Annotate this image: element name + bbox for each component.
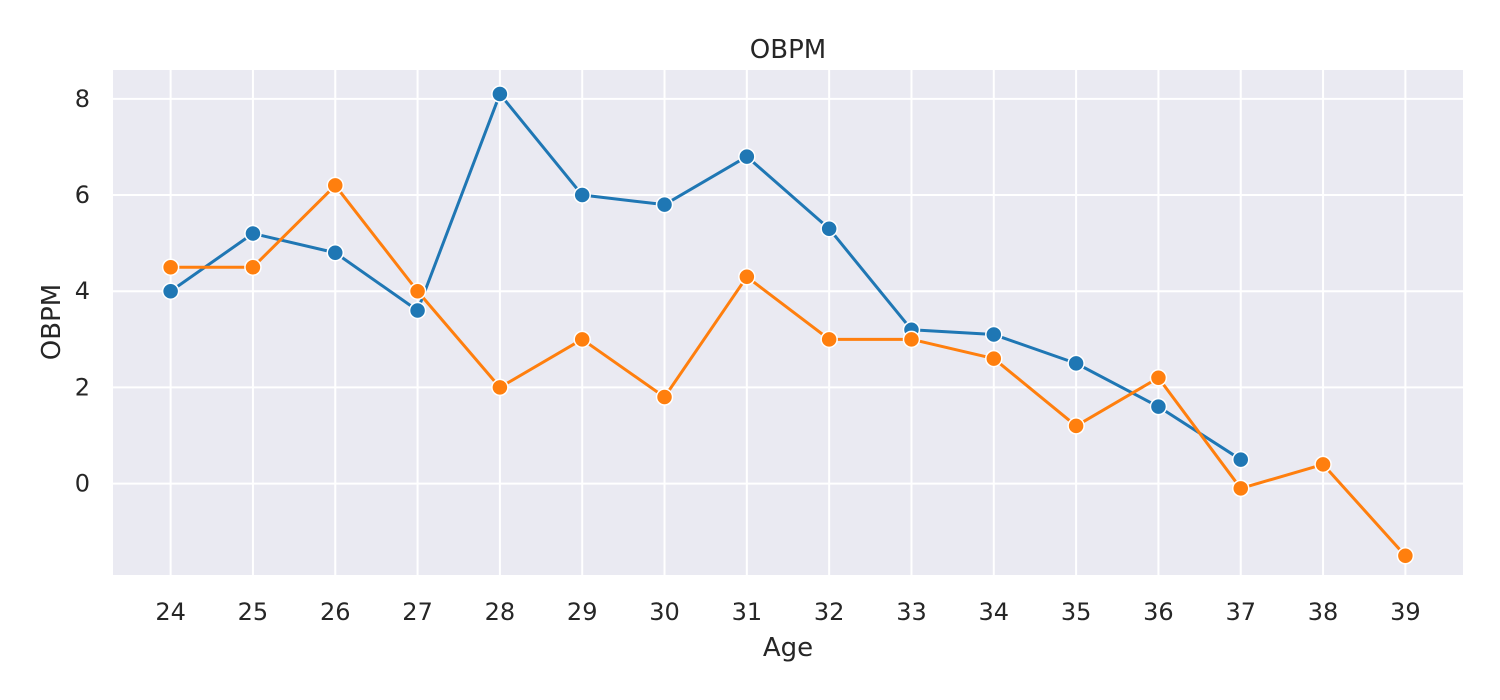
x-tick-labels: 24 25 26 27 28 29 30 31 32 33 34 35 36 37 38 39 [155,598,1420,626]
data-point [1396,547,1415,565]
y-tick-labels: 0 2 4 6 8 [75,85,90,498]
data-point [573,186,591,204]
data-point [491,85,509,103]
x-tick-label: 25 [238,598,269,626]
data-point [820,330,838,349]
x-tick-label: 33 [896,598,927,626]
x-tick-label: 24 [155,598,186,626]
data-point [985,349,1003,368]
data-point [491,378,509,397]
x-tick-label: 26 [320,598,351,626]
data-point [1314,455,1332,474]
series-2 [161,176,1415,565]
y-axis-label: OBPM [37,284,67,360]
data-point [244,258,262,276]
x-tick-label: 31 [732,598,763,626]
data-point [161,258,180,276]
data-point [985,325,1003,344]
x-tick-label: 39 [1390,598,1421,626]
data-point [161,282,180,300]
x-tick-label: 30 [649,598,680,626]
y-tick-label: 6 [75,181,90,209]
data-point [1067,354,1085,373]
series-layer [161,85,1415,565]
x-tick-label: 29 [567,598,598,626]
data-point [326,176,345,195]
data-point [655,195,674,214]
x-tick-label: 38 [1308,598,1339,626]
x-axis-label: Age [763,633,813,663]
data-point [1231,450,1250,469]
data-point [1149,397,1168,416]
x-tick-label: 37 [1225,598,1256,626]
chart-title: OBPM [750,35,826,65]
plot-area [113,70,1463,575]
data-point [408,282,427,300]
data-point [902,330,921,349]
data-point [326,244,345,262]
x-tick-label: 32 [814,598,845,626]
data-point [1067,417,1085,435]
series-line [169,92,1242,461]
y-tick-label: 0 [75,470,90,498]
x-tick-label: 34 [979,598,1010,626]
data-point [244,224,262,243]
series-line [170,183,1407,557]
data-point [408,301,427,320]
y-tick-label: 4 [75,277,90,305]
data-point [738,268,756,286]
data-point [738,147,756,166]
data-point [820,219,838,238]
y-tick-label: 2 [75,373,90,401]
x-tick-label: 28 [485,598,516,626]
y-tick-label: 8 [75,85,90,113]
x-tick-label: 35 [1061,598,1092,626]
data-point [573,330,591,349]
data-point [655,388,674,406]
data-point [1149,369,1168,387]
x-tick-label: 27 [402,598,433,626]
x-tick-label: 36 [1143,598,1174,626]
data-point [1231,479,1250,498]
